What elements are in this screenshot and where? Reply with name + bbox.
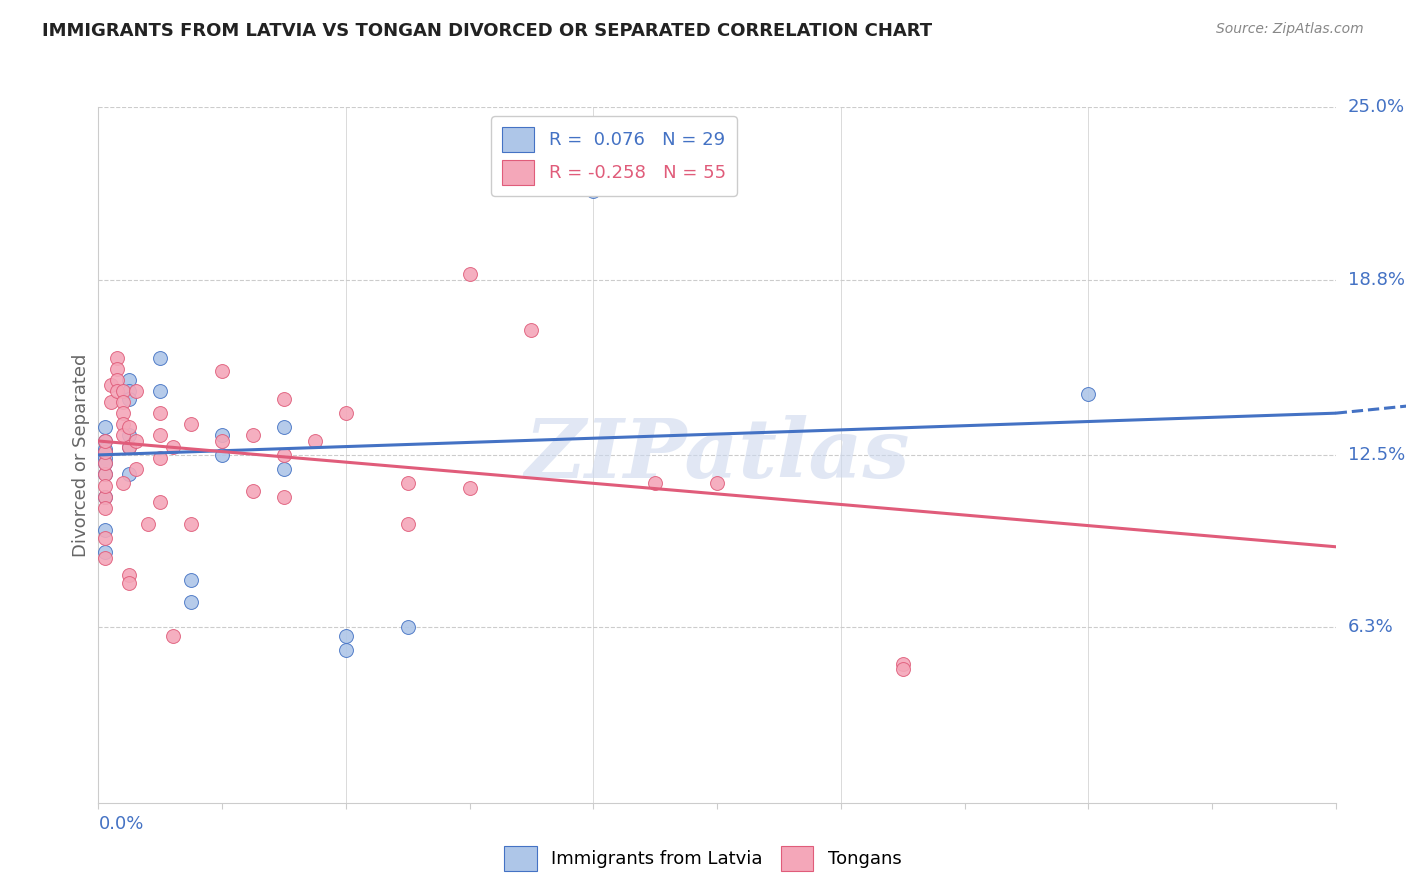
Point <box>162 629 184 643</box>
Legend: R =  0.076   N = 29, R = -0.258   N = 55: R = 0.076 N = 29, R = -0.258 N = 55 <box>491 116 737 196</box>
Point <box>112 395 135 409</box>
Text: 6.3%: 6.3% <box>1348 618 1393 637</box>
Point <box>118 420 141 434</box>
Point <box>149 450 172 465</box>
Point <box>1077 386 1099 401</box>
Point <box>118 440 141 454</box>
Point <box>242 428 264 442</box>
Point <box>162 440 184 454</box>
Point <box>93 545 115 559</box>
Point <box>118 576 141 591</box>
Point <box>149 428 172 442</box>
Point <box>93 456 115 470</box>
Point <box>112 417 135 432</box>
Point <box>93 445 115 459</box>
Point <box>149 351 172 365</box>
Point <box>105 384 128 398</box>
Point <box>273 392 295 407</box>
Point <box>304 434 326 448</box>
Point <box>100 395 122 409</box>
Point <box>211 364 233 378</box>
Point <box>118 567 141 582</box>
Point <box>93 456 115 470</box>
Point <box>93 478 115 492</box>
Text: 0.0%: 0.0% <box>98 815 143 833</box>
Point <box>93 450 115 465</box>
Point <box>112 406 135 420</box>
Point <box>136 517 159 532</box>
Point <box>458 481 481 495</box>
Point <box>112 475 135 490</box>
Point <box>180 573 202 587</box>
Text: ZIPatlas: ZIPatlas <box>524 415 910 495</box>
Point <box>520 323 543 337</box>
Point <box>211 428 233 442</box>
Point <box>124 434 146 448</box>
Point <box>273 448 295 462</box>
Point <box>149 495 172 509</box>
Point <box>112 428 135 442</box>
Point <box>582 184 605 198</box>
Point <box>93 550 115 565</box>
Point <box>124 384 146 398</box>
Point <box>335 642 357 657</box>
Point <box>149 406 172 420</box>
Text: 12.5%: 12.5% <box>1348 446 1406 464</box>
Point <box>112 384 135 398</box>
Text: Source: ZipAtlas.com: Source: ZipAtlas.com <box>1216 22 1364 37</box>
Point <box>211 434 233 448</box>
Point <box>396 517 419 532</box>
Y-axis label: Divorced or Separated: Divorced or Separated <box>72 353 90 557</box>
Point <box>118 440 141 454</box>
Point <box>335 629 357 643</box>
Point <box>93 490 115 504</box>
Point <box>105 373 128 387</box>
Point <box>396 620 419 634</box>
Point <box>118 373 141 387</box>
Point <box>93 490 115 504</box>
Text: 25.0%: 25.0% <box>1348 98 1405 116</box>
Point <box>93 467 115 482</box>
Point <box>149 384 172 398</box>
Point <box>93 434 115 448</box>
Point <box>273 490 295 504</box>
Point <box>180 517 202 532</box>
Point <box>118 392 141 407</box>
Point <box>644 475 666 490</box>
Legend: Immigrants from Latvia, Tongans: Immigrants from Latvia, Tongans <box>498 838 908 879</box>
Point <box>180 595 202 609</box>
Point <box>180 417 202 432</box>
Point <box>458 267 481 281</box>
Text: 18.8%: 18.8% <box>1348 270 1405 289</box>
Point <box>93 467 115 482</box>
Point <box>105 351 128 365</box>
Point <box>118 428 141 442</box>
Point <box>93 442 115 457</box>
Text: IMMIGRANTS FROM LATVIA VS TONGAN DIVORCED OR SEPARATED CORRELATION CHART: IMMIGRANTS FROM LATVIA VS TONGAN DIVORCE… <box>42 22 932 40</box>
Point <box>93 420 115 434</box>
Point <box>118 467 141 482</box>
Point <box>891 662 914 676</box>
Point <box>118 384 141 398</box>
Point <box>93 434 115 448</box>
Point <box>273 420 295 434</box>
Point <box>93 500 115 515</box>
Point <box>124 462 146 476</box>
Point <box>100 378 122 392</box>
Point <box>891 657 914 671</box>
Point <box>242 484 264 499</box>
Point <box>93 445 115 459</box>
Point <box>211 448 233 462</box>
Point <box>105 361 128 376</box>
Point <box>396 475 419 490</box>
Point <box>335 406 357 420</box>
Point <box>706 475 728 490</box>
Point <box>93 532 115 546</box>
Point <box>273 462 295 476</box>
Point <box>93 523 115 537</box>
